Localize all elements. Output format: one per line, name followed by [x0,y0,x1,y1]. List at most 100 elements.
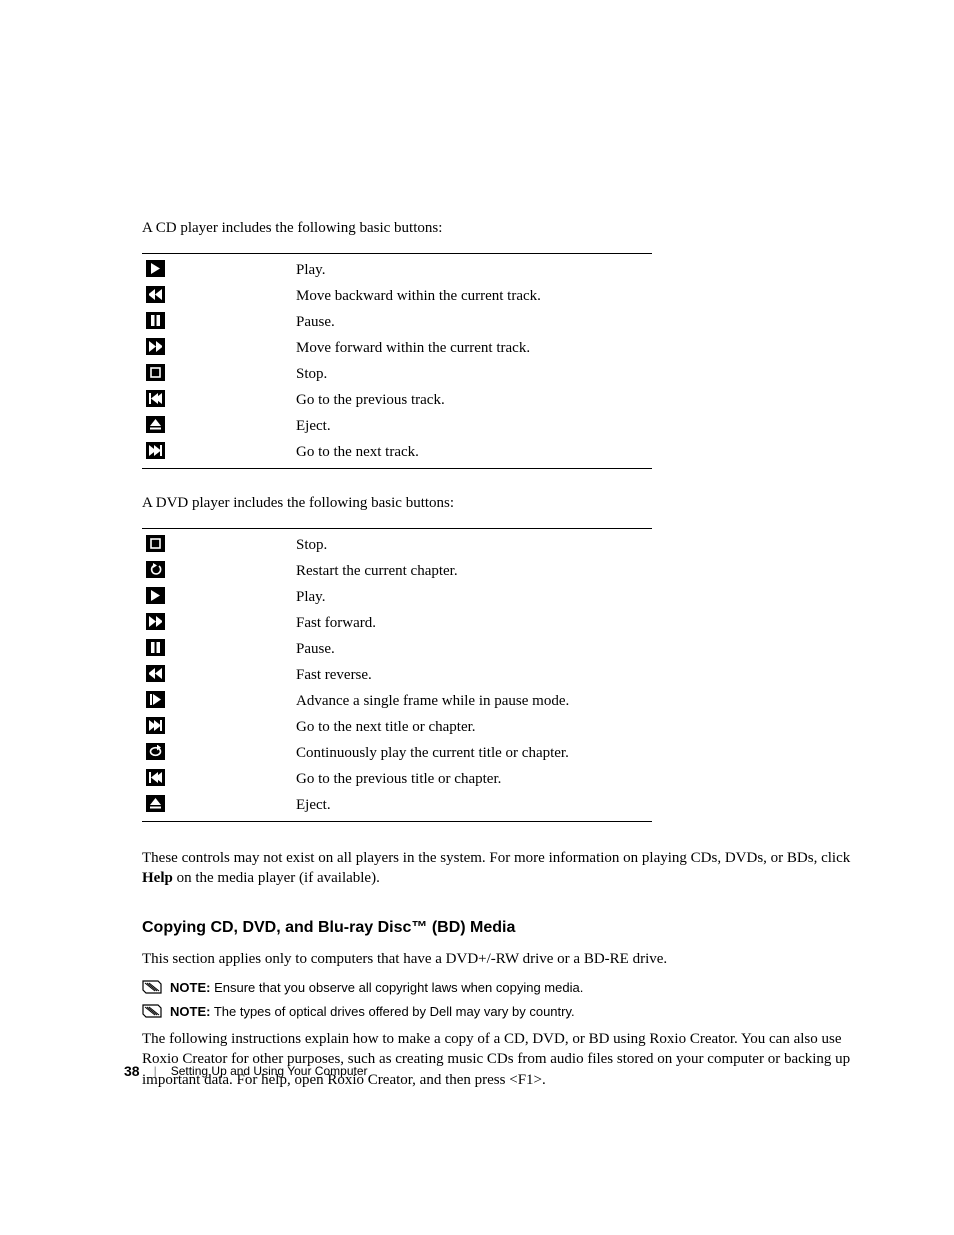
button-description: Stop. [296,361,652,387]
table-row: Fast forward. [142,610,652,636]
button-description: Move forward within the current track. [296,335,652,361]
table-row: Go to the previous title or chapter. [142,766,652,792]
table-row: Advance a single frame while in pause mo… [142,688,652,714]
icon-cell [142,283,296,309]
button-description: Play. [296,254,652,284]
cd-intro-text: A CD player includes the following basic… [142,220,854,237]
icon-cell [142,636,296,662]
icon-cell [142,439,296,469]
note-body: The types of optical drives offered by D… [210,1004,574,1019]
rewind-icon [146,665,165,682]
prev-icon [146,769,165,786]
icon-cell [142,413,296,439]
table-row: Go to the next track. [142,439,652,469]
restart-icon [146,561,165,578]
table-row: Go to the next title or chapter. [142,714,652,740]
play-icon [146,260,165,277]
controls-note-pre: These controls may not exist on all play… [142,850,850,866]
page-number: 38 [124,1063,140,1079]
button-description: Fast reverse. [296,662,652,688]
rewind-icon [146,286,165,303]
ffwd-icon [146,613,165,630]
next-icon [146,442,165,459]
note-icon [142,979,162,995]
frame-icon [146,691,165,708]
table-row: Play. [142,584,652,610]
icon-cell [142,361,296,387]
table-row: Eject. [142,792,652,822]
icon-cell [142,309,296,335]
table-row: Move forward within the current track. [142,335,652,361]
note-row-1: NOTE: Ensure that you observe all copyri… [142,979,854,997]
button-description: Fast forward. [296,610,652,636]
table-row: Pause. [142,636,652,662]
button-description: Eject. [296,413,652,439]
table-row: Eject. [142,413,652,439]
button-description: Continuously play the current title or c… [296,740,652,766]
icon-cell [142,254,296,284]
button-description: Go to the previous track. [296,387,652,413]
note-icon [142,1003,162,1019]
icon-cell [142,610,296,636]
footer-section-title: Setting Up and Using Your Computer [171,1064,368,1078]
button-description: Move backward within the current track. [296,283,652,309]
table-row: Continuously play the current title or c… [142,740,652,766]
eject-icon [146,795,165,812]
icon-cell [142,335,296,361]
table-row: Stop. [142,361,652,387]
table-row: Restart the current chapter. [142,558,652,584]
note-row-2: NOTE: The types of optical drives offere… [142,1003,854,1021]
button-description: Go to the previous title or chapter. [296,766,652,792]
dvd-intro-text: A DVD player includes the following basi… [142,495,854,512]
repeat-icon [146,743,165,760]
stop-icon [146,535,165,552]
button-description: Go to the next track. [296,439,652,469]
instructions-text: The following instructions explain how t… [142,1029,854,1090]
controls-note-bold: Help [142,870,173,886]
cd-buttons-table: Play.Move backward within the current tr… [142,253,652,469]
icon-cell [142,387,296,413]
controls-note-post: on the media player (if available). [173,870,380,886]
button-description: Stop. [296,529,652,559]
table-row: Fast reverse. [142,662,652,688]
button-description: Go to the next title or chapter. [296,714,652,740]
icon-cell [142,688,296,714]
table-row: Move backward within the current track. [142,283,652,309]
note-1-text: NOTE: Ensure that you observe all copyri… [170,979,583,997]
icon-cell [142,529,296,559]
icon-cell [142,740,296,766]
next-icon [146,717,165,734]
ffwd-icon [146,338,165,355]
section-intro: This section applies only to computers t… [142,949,854,969]
button-description: Play. [296,584,652,610]
page-footer: 38 | Setting Up and Using Your Computer [124,1063,368,1079]
play-icon [146,587,165,604]
note-2-text: NOTE: The types of optical drives offere… [170,1003,575,1021]
icon-cell [142,766,296,792]
icon-cell [142,558,296,584]
note-label: NOTE: [170,1004,210,1019]
table-row: Play. [142,254,652,284]
controls-note: These controls may not exist on all play… [142,848,854,889]
prev-icon [146,390,165,407]
pause-icon [146,639,165,656]
eject-icon [146,416,165,433]
table-row: Stop. [142,529,652,559]
footer-divider: | [154,1064,157,1078]
note-body: Ensure that you observe all copyright la… [210,980,583,995]
icon-cell [142,662,296,688]
button-description: Restart the current chapter. [296,558,652,584]
dvd-buttons-table: Stop.Restart the current chapter.Play.Fa… [142,528,652,822]
icon-cell [142,714,296,740]
button-description: Advance a single frame while in pause mo… [296,688,652,714]
document-page: A CD player includes the following basic… [0,0,954,1235]
icon-cell [142,584,296,610]
pause-icon [146,312,165,329]
table-row: Pause. [142,309,652,335]
table-row: Go to the previous track. [142,387,652,413]
note-label: NOTE: [170,980,210,995]
button-description: Eject. [296,792,652,822]
button-description: Pause. [296,309,652,335]
icon-cell [142,792,296,822]
button-description: Pause. [296,636,652,662]
